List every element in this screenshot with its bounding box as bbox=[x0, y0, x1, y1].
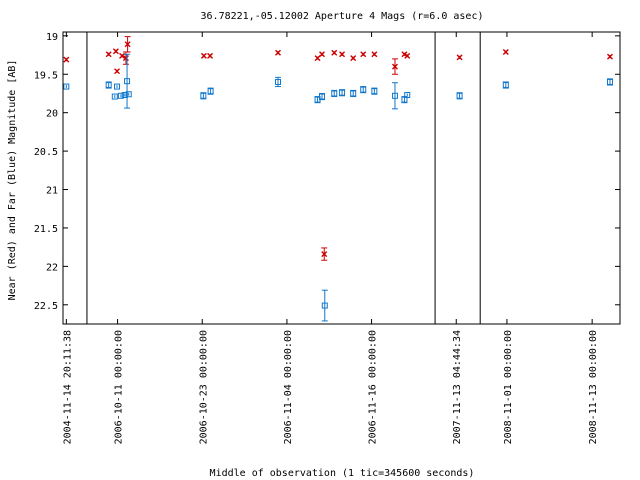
plot-area: 19 19.5 20 20.5 21 21.5 22 22.5 2004-11-14 20:11… bbox=[34, 32, 620, 444]
point-s0-p0 bbox=[63, 56, 70, 63]
x-tick-label-0: 2004-11-14 20:11:38 bbox=[62, 330, 73, 444]
y-tick-label-5: 21.5 bbox=[34, 224, 58, 235]
x-tick-label-5: 2007-11-13 04:44:34 bbox=[452, 330, 463, 444]
point-s0-p4 bbox=[119, 52, 126, 59]
point-s0-p21 bbox=[456, 54, 463, 61]
point-s1-p9 bbox=[207, 88, 214, 95]
chart-title: 36.78221,-05.12002 Aperture 4 Mags (r=6.… bbox=[201, 11, 484, 22]
point-s0-p22 bbox=[502, 48, 509, 55]
point-s1-p6 bbox=[124, 78, 131, 85]
point-s0-p13 bbox=[331, 49, 338, 56]
point-s0-p15 bbox=[350, 55, 357, 62]
point-s1-p3 bbox=[114, 83, 121, 90]
y-tick-label-4: 21 bbox=[46, 186, 58, 197]
x-axis-label: Middle of observation (1 tic=345600 seco… bbox=[210, 468, 475, 479]
plot-frame bbox=[62, 31, 621, 325]
point-s0-p1 bbox=[105, 51, 112, 58]
point-s1-p2 bbox=[111, 93, 118, 100]
point-s0-p18 bbox=[391, 63, 398, 70]
point-s0-p23 bbox=[606, 53, 613, 60]
point-s0-p6 bbox=[124, 41, 131, 48]
point-s0-p16 bbox=[360, 51, 367, 58]
y-axis-label: Near (Red) and Far (Blue) Magnitude [AB] bbox=[7, 60, 18, 301]
x-tick-label-6: 2008-11-01 00:00:00 bbox=[503, 330, 514, 444]
y-tick-label-1: 19.5 bbox=[34, 70, 58, 81]
point-s1-p14 bbox=[331, 90, 338, 97]
point-s0-p9 bbox=[275, 49, 281, 56]
point-s1-p12 bbox=[319, 93, 326, 100]
point-s0-p11 bbox=[319, 51, 325, 58]
point-s1-p19 bbox=[391, 92, 398, 99]
point-s1-p21 bbox=[404, 92, 411, 99]
point-s0-p12 bbox=[321, 251, 328, 258]
point-s0-p2 bbox=[112, 48, 119, 55]
y-tick-label-6: 22 bbox=[46, 262, 58, 273]
point-s0-p3 bbox=[114, 68, 121, 75]
y-tick-label-7: 22.5 bbox=[34, 301, 58, 312]
point-s1-p1 bbox=[105, 82, 112, 89]
point-s1-p18 bbox=[371, 88, 378, 95]
x-tick-label-7: 2008-11-13 00:00:00 bbox=[588, 330, 599, 444]
point-s0-p17 bbox=[371, 51, 378, 58]
point-s1-p10 bbox=[275, 78, 282, 85]
point-s1-p7 bbox=[125, 91, 132, 98]
point-s1-p0 bbox=[63, 83, 70, 90]
x-tick-label-3: 2006-11-04 00:00:00 bbox=[283, 330, 294, 444]
y-tick-label-0: 19 bbox=[46, 32, 58, 43]
point-s1-p16 bbox=[350, 90, 357, 97]
x-tick-label-4: 2006-11-16 00:00:00 bbox=[368, 330, 379, 444]
point-s0-p14 bbox=[339, 51, 346, 58]
point-s0-p8 bbox=[207, 52, 214, 59]
point-s0-p5 bbox=[122, 55, 129, 62]
point-s1-p8 bbox=[200, 92, 207, 99]
point-s1-p4 bbox=[117, 92, 124, 99]
point-s1-p13 bbox=[321, 302, 328, 309]
point-s1-p23 bbox=[502, 82, 509, 89]
x-tick-label-1: 2006-10-11 00:00:00 bbox=[114, 330, 125, 444]
point-s1-p17 bbox=[360, 86, 367, 93]
point-s1-p22 bbox=[456, 92, 463, 99]
x-tick-label-2: 2006-10-23 00:00:00 bbox=[198, 330, 209, 444]
y-tick-label-3: 20.5 bbox=[34, 147, 58, 158]
y-tick-label-2: 20 bbox=[46, 109, 58, 120]
point-s0-p7 bbox=[200, 52, 207, 59]
point-s0-p20 bbox=[404, 52, 411, 59]
point-s1-p15 bbox=[339, 89, 346, 96]
point-s1-p24 bbox=[606, 78, 613, 85]
